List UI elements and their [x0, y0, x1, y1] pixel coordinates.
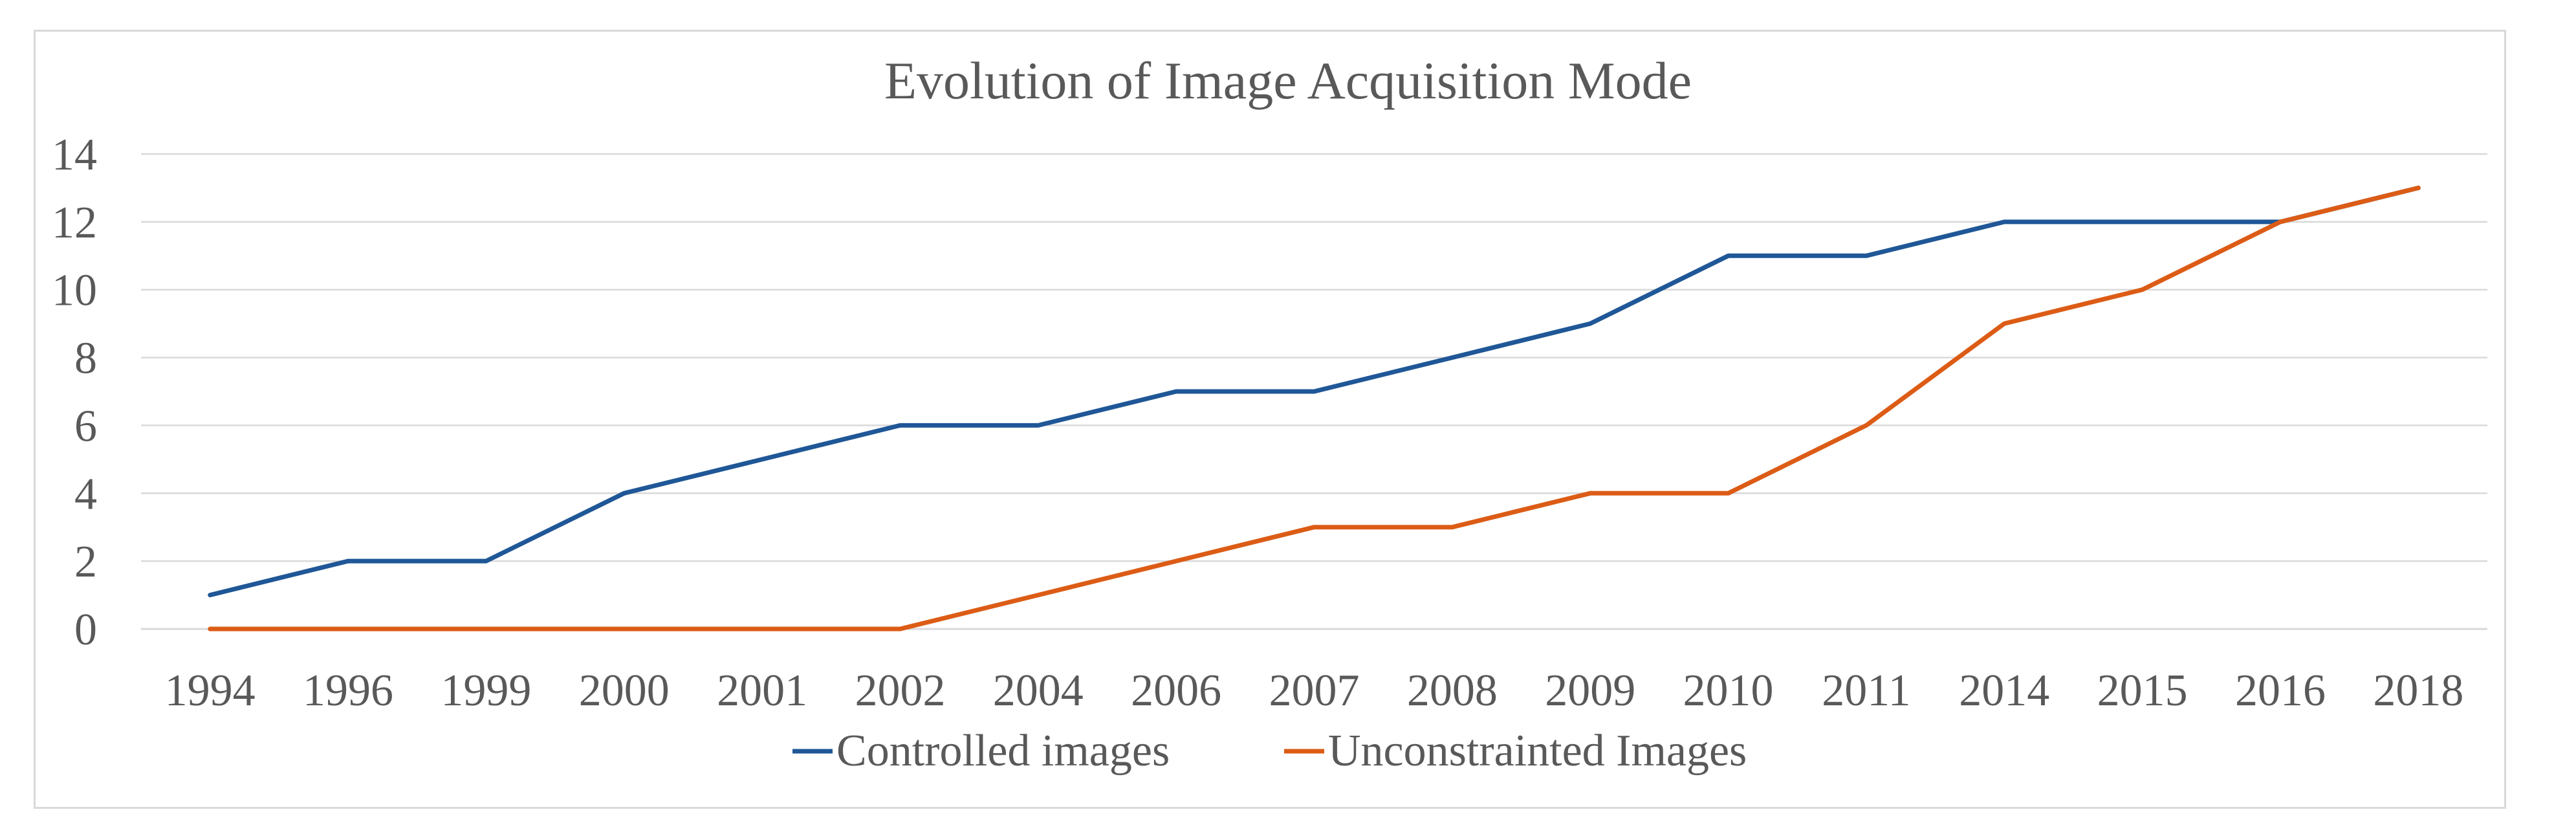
y-tick-label: 2 — [74, 537, 97, 587]
y-tick-label: 6 — [74, 401, 97, 451]
x-tick-label: 2014 — [1959, 666, 2049, 716]
y-tick-label: 8 — [74, 334, 97, 384]
legend: Controlled images Unconstrainted Images — [792, 726, 1747, 776]
legend-label: Controlled images — [836, 726, 1170, 776]
chart-frame — [34, 30, 2506, 809]
x-axis-ticks: 1994 1996 1999 2000 2001 2002 2004 2006 2007 2008… — [165, 666, 2464, 716]
y-tick-label: 12 — [52, 198, 97, 248]
x-tick-label: 2018 — [2373, 666, 2463, 716]
x-tick-label: 2010 — [1683, 666, 1774, 716]
x-tick-label: 2002 — [855, 666, 945, 716]
x-tick-label: 2011 — [1822, 666, 1910, 716]
x-tick-label: 2016 — [2235, 666, 2326, 716]
x-tick-label: 2000 — [579, 666, 670, 716]
y-tick-label: 4 — [74, 469, 97, 519]
x-tick-label: 2006 — [1131, 666, 1221, 716]
series-line-unconstrainted-images — [208, 185, 2421, 632]
chart-title: Evolution of Image Acquisition Mode — [884, 51, 1692, 110]
y-tick-label: 10 — [52, 266, 97, 316]
y-tick-label: 0 — [74, 605, 97, 655]
x-tick-label: 2001 — [717, 666, 807, 716]
x-tick-label: 1996 — [303, 666, 393, 716]
x-tick-label: 2004 — [993, 666, 1084, 716]
x-tick-label: 2008 — [1407, 666, 1498, 716]
series-lines — [208, 185, 2421, 632]
x-tick-label: 2007 — [1269, 666, 1360, 716]
x-tick-label: 1994 — [165, 666, 256, 716]
x-tick-label: 1999 — [441, 666, 531, 716]
x-tick-label: 2009 — [1545, 666, 1635, 716]
y-tick-label: 14 — [52, 130, 97, 180]
legend-label: Unconstrainted Images — [1328, 726, 1747, 776]
x-tick-label: 2015 — [2097, 666, 2188, 716]
y-axis-ticks: 0 2 4 6 8 10 12 14 — [52, 130, 97, 655]
